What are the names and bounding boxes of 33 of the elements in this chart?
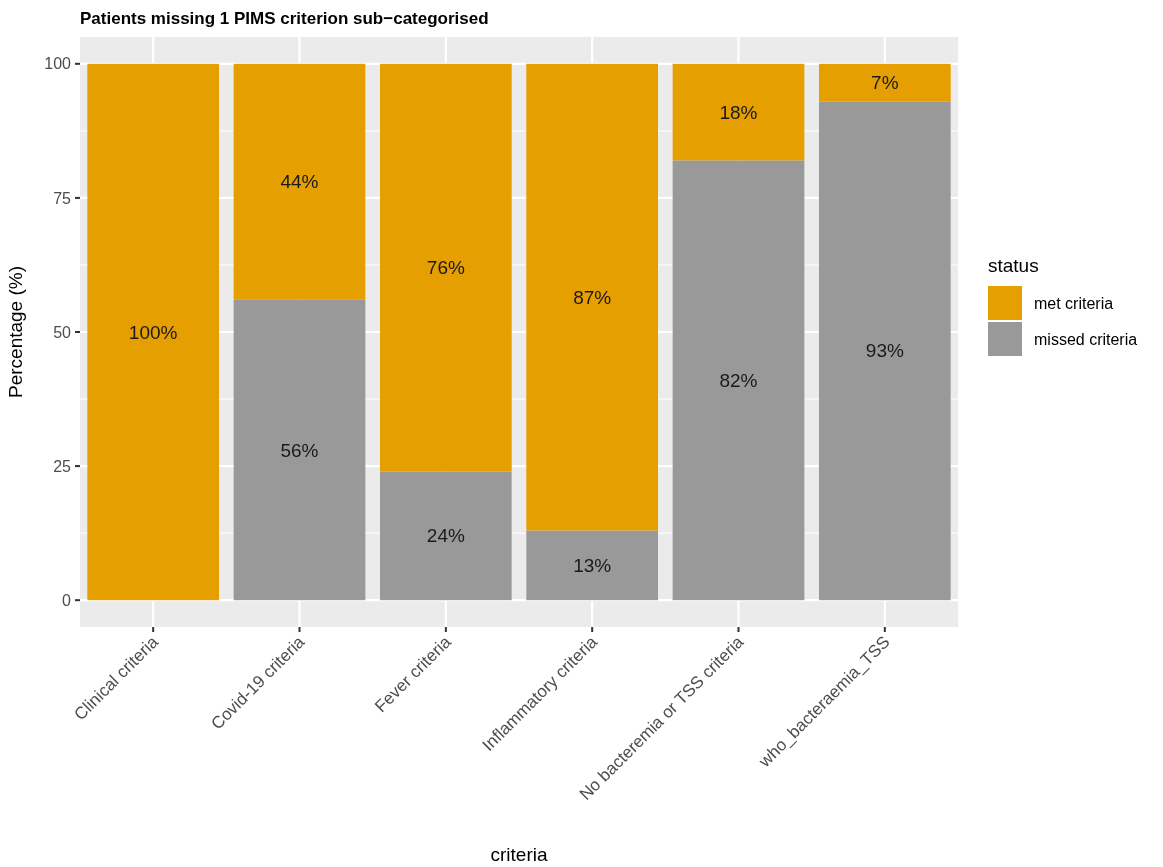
legend-label: missed criteria [1034,330,1138,348]
bar [526,63,659,531]
data-label: 87% [573,286,612,308]
y-tick-label: 50 [53,323,72,341]
bar [379,471,512,601]
bar [672,63,805,161]
bar [818,63,951,102]
bar [818,101,951,601]
bar [379,63,512,472]
y-tick-label: 75 [53,189,72,207]
data-label: 13% [573,554,612,576]
bar [233,299,366,601]
data-label: 24% [426,525,465,547]
data-label: 93% [865,340,904,362]
bar [233,63,366,300]
data-label: 56% [280,439,319,461]
legend-label: met criteria [1034,294,1114,312]
data-label: 44% [280,171,319,193]
bar [87,63,220,601]
y-tick-label: 0 [62,591,72,609]
legend-title: status [988,255,1039,276]
data-label: 82% [719,369,758,391]
chart-title: Patients missing 1 PIMS criterion sub−categorised [80,9,489,28]
y-tick-label: 100 [44,55,72,73]
y-axis-title: Percentage (%) [5,265,26,399]
data-label: 76% [426,257,465,279]
bar [526,530,659,601]
y-tick-label: 25 [53,457,72,475]
data-label: 100% [128,321,178,343]
bar [672,160,805,601]
x-axis-title: criteria [490,844,548,865]
data-label: 18% [719,101,758,123]
data-label: 7% [871,72,899,94]
